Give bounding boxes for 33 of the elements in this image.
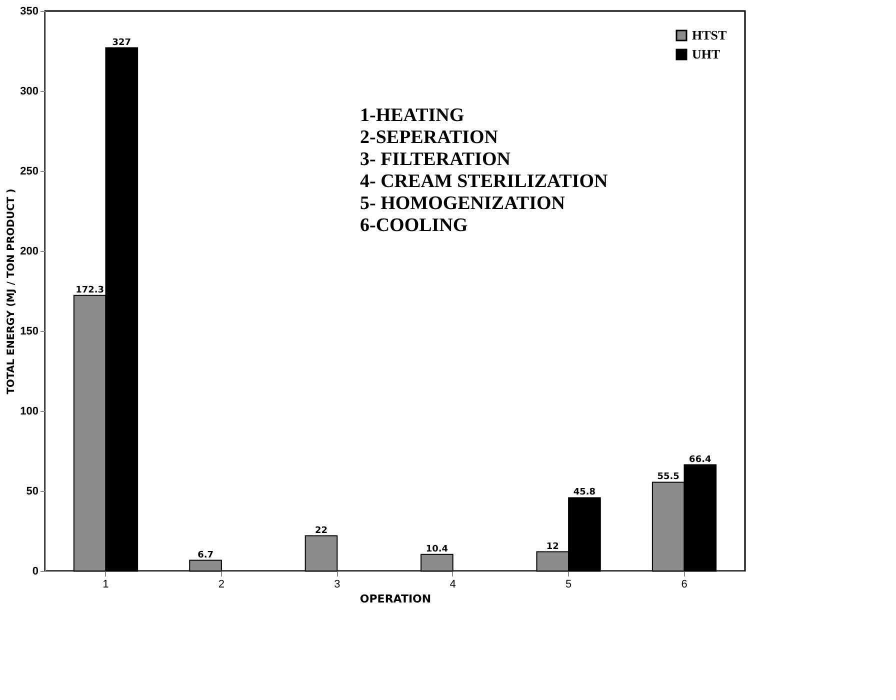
y-tick-label: 350 — [20, 6, 38, 18]
y-tick-label: 150 — [20, 326, 38, 338]
y-tick-label: 250 — [20, 166, 38, 178]
data-label: 22 — [314, 526, 328, 536]
y-axis-title: TOTAL ENERGY (MJ / TON PRODUCT ) — [6, 188, 18, 394]
x-tick-label: 3 — [334, 578, 340, 590]
x-tick-label: 4 — [450, 578, 456, 590]
annotation: 1-HEATING — [360, 105, 464, 126]
annotation: 3- FILTERATION — [360, 149, 511, 170]
data-label: 45.8 — [573, 488, 596, 498]
y-tick-label: 0 — [32, 566, 38, 578]
y-tick-label: 100 — [20, 406, 38, 418]
x-tick-label: 5 — [565, 578, 572, 590]
legend-label: HTST — [692, 28, 728, 42]
x-tick-label: 2 — [218, 578, 225, 590]
x-axis-title: OPERATION — [360, 592, 432, 606]
y-tick-label: 200 — [20, 246, 38, 258]
data-label: 6.7 — [198, 550, 214, 560]
data-label: 66.4 — [689, 454, 712, 465]
y-tick-label: 300 — [20, 86, 38, 98]
annotation: 6-COOLING — [360, 215, 468, 236]
annotation: 2-SEPERATION — [360, 127, 498, 148]
annotation: 5- HOMOGENIZATION — [360, 193, 566, 214]
data-label: 10.4 — [426, 544, 448, 554]
data-label: 55.5 — [657, 472, 680, 482]
annotation: 4- CREAM STERILIZATION — [360, 171, 608, 192]
data-label: 327 — [112, 38, 132, 48]
x-tick-label: 1 — [102, 578, 109, 590]
y-tick-label: 50 — [26, 486, 38, 498]
legend-label: UHT — [692, 46, 720, 62]
x-tick-label: 6 — [681, 578, 688, 590]
data-label: 172.3 — [76, 285, 104, 296]
data-label: 12 — [546, 542, 559, 552]
